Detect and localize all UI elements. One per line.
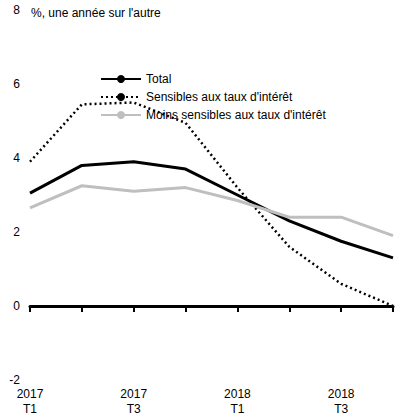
svg-text:2017: 2017: [17, 387, 44, 401]
svg-text:8: 8: [13, 3, 20, 17]
svg-text:2018: 2018: [224, 387, 251, 401]
svg-text:-2: -2: [9, 373, 20, 387]
svg-text:2: 2: [13, 225, 20, 239]
svg-text:4: 4: [13, 151, 20, 165]
svg-text:Total: Total: [146, 72, 171, 86]
svg-text:0: 0: [13, 299, 20, 313]
svg-text:2017: 2017: [120, 387, 147, 401]
svg-text:6: 6: [13, 77, 20, 91]
svg-text:T1: T1: [23, 402, 37, 416]
svg-text:T3: T3: [334, 402, 348, 416]
svg-text:T1: T1: [230, 402, 244, 416]
svg-text:T3: T3: [127, 402, 141, 416]
svg-text:Moins sensibles aux taux d'int: Moins sensibles aux taux d'intérêt: [146, 108, 326, 122]
svg-text:Sensibles aux taux d'intérêt: Sensibles aux taux d'intérêt: [146, 90, 293, 104]
svg-text:2018: 2018: [328, 387, 355, 401]
svg-text:%, une année sur l'autre: %, une année sur l'autre: [31, 6, 161, 20]
